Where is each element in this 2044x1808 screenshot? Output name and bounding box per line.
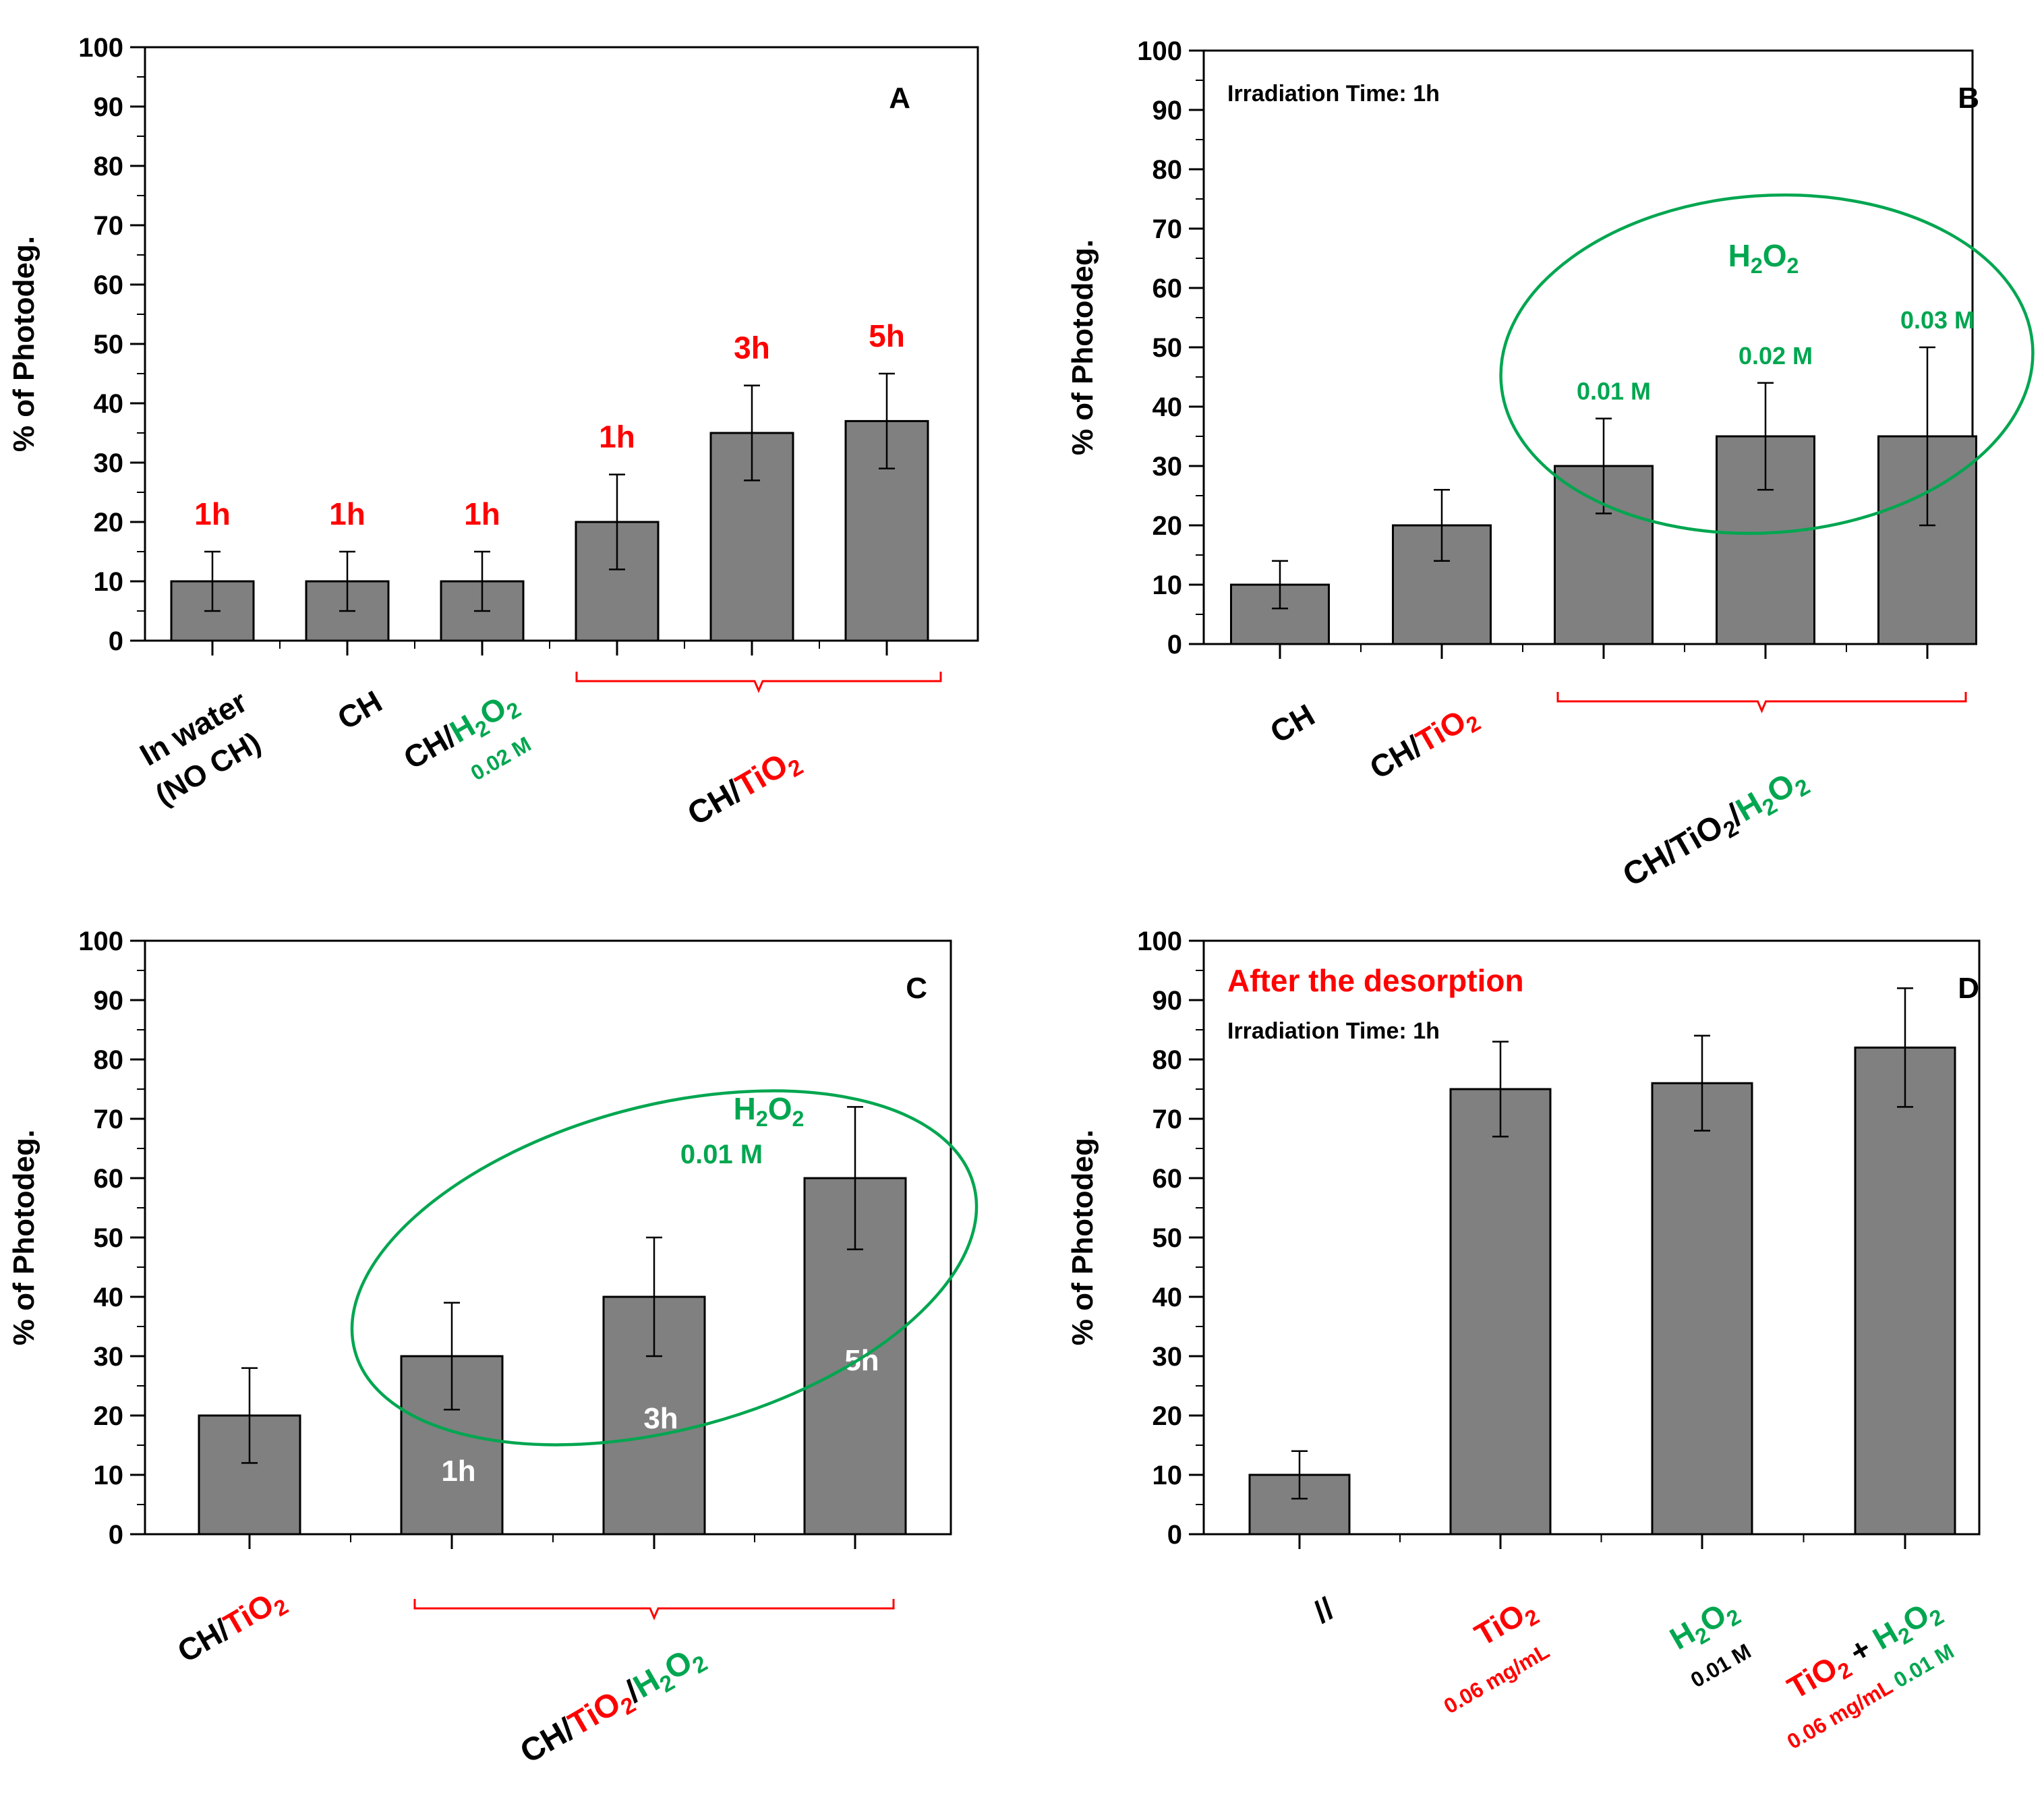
bar-label: 0.02 M [1739, 342, 1813, 370]
y-tick-label: 30 [94, 448, 124, 478]
y-tick-label: 80 [1152, 155, 1183, 185]
category-sublabel: 0.06 mg/mL [1440, 1639, 1554, 1718]
y-tick-label: 30 [94, 1342, 124, 1372]
y-tick-label: 10 [1152, 1461, 1183, 1490]
bar-label: 1h [329, 496, 366, 531]
bar-label: 3h [734, 330, 770, 366]
y-tick-label: 40 [94, 389, 124, 419]
category-label: CH [1264, 697, 1320, 750]
y-axis-label: % of Photodeg. [1066, 1130, 1099, 1345]
irradiation-note: Irradiation Time: 1h [1227, 1018, 1440, 1044]
y-tick-label: 50 [1152, 333, 1183, 363]
y-tick-label: 70 [94, 1105, 124, 1134]
panel-letter: A [889, 82, 910, 115]
bar-label: 5h [869, 318, 905, 353]
category-label: CH [331, 684, 388, 736]
bar-label: 0.03 M [1900, 306, 1975, 334]
y-tick-label: 20 [1152, 1401, 1183, 1431]
ellipse-sublabel: 0.01 M [680, 1140, 763, 1169]
h2o2-ellipse [350, 1089, 979, 1447]
panel-b: 0 10 20 30 40 50 60 70 80 90 100 % of Photodeg. B Irr… [1066, 36, 2035, 898]
y-tick-label: 50 [1152, 1223, 1183, 1253]
y-tick-label: 30 [1152, 1342, 1183, 1372]
group-brace [575, 672, 942, 693]
bar-label: 1h [599, 419, 635, 455]
bar-label: 1h [441, 1455, 475, 1488]
panel-title: After the desorption [1227, 963, 1524, 998]
bar-label: 0.01 M [1577, 378, 1651, 405]
y-tick-label: 0 [109, 626, 123, 656]
y-tick-label: 70 [1152, 214, 1183, 244]
y-tick-label: 50 [94, 330, 124, 359]
ellipse-label: H2O2 [734, 1091, 805, 1131]
y-tick-label: 70 [1152, 1105, 1183, 1134]
panel-letter: B [1958, 82, 1979, 115]
group-label: CH/TiO2/H2O2 [1617, 761, 1815, 898]
irradiation-note: Irradiation Time: 1h [1227, 81, 1440, 107]
y-tick-label: 100 [1137, 927, 1182, 956]
y-tick-label: 70 [94, 211, 124, 241]
y-tick-label: 60 [94, 270, 124, 300]
y-tick-label: 20 [94, 1401, 124, 1431]
group-label: CH/TiO2/H2O2 [515, 1637, 712, 1775]
panel-c: 0 10 20 30 40 50 60 70 80 90 100 % of Photodeg. C 1h 3… [7, 927, 979, 1775]
ellipse-label: H2O2 [1728, 238, 1799, 278]
panel-a: 0 10 20 30 40 50 60 70 80 90 100 % of Photodeg. A 1h 1… [7, 33, 979, 838]
category-label: // [1308, 1591, 1340, 1630]
panel-letter: C [906, 972, 927, 1005]
bar-label: 1h [194, 496, 231, 531]
bar [1854, 1046, 1956, 1536]
y-tick-label: 90 [1152, 986, 1183, 1016]
y-tick-label: 40 [94, 1283, 124, 1312]
y-tick-label: 0 [109, 1520, 123, 1550]
y-tick-label: 20 [94, 508, 124, 537]
bar-label: 1h [464, 496, 500, 531]
y-tick-label: 60 [94, 1164, 124, 1194]
y-tick-label: 90 [94, 92, 124, 122]
y-tick-label: 10 [94, 567, 124, 597]
group-brace [1556, 692, 1967, 713]
y-tick-label: 40 [1152, 1283, 1183, 1312]
y-tick-label: 40 [1152, 392, 1183, 422]
y-tick-label: 0 [1167, 1520, 1182, 1550]
y-tick-label: 0 [1167, 630, 1182, 660]
y-tick-label: 100 [78, 927, 123, 956]
category-label: CH/TiO2 [1364, 697, 1484, 790]
panel-letter: D [1958, 972, 1979, 1005]
y-tick-label: 80 [94, 1045, 124, 1075]
y-tick-label: 100 [78, 33, 123, 63]
bar [1449, 1088, 1552, 1536]
y-tick-label: 10 [1152, 571, 1183, 600]
y-tick-label: 90 [1152, 96, 1183, 125]
y-axis-label: % of Photodeg. [7, 236, 40, 452]
y-axis-label: % of Photodeg. [1066, 239, 1099, 455]
y-tick-label: 100 [1137, 36, 1182, 66]
y-tick-label: 80 [1152, 1045, 1183, 1075]
y-tick-label: 10 [94, 1461, 124, 1490]
y-tick-label: 90 [94, 986, 124, 1016]
panel-d: 0 10 20 30 40 50 60 70 80 90 100 % of Photodeg. D Aft… [1066, 927, 1981, 1754]
group-label: CH/TiO2 [682, 741, 808, 838]
y-tick-label: 50 [94, 1223, 124, 1253]
group-brace [413, 1599, 895, 1621]
y-tick-label: 20 [1152, 511, 1183, 541]
category-label: CH/TiO2 [171, 1581, 292, 1674]
y-axis-label: % of Photodeg. [7, 1130, 40, 1345]
y-tick-label: 60 [1152, 1164, 1183, 1194]
y-tick-label: 60 [1152, 274, 1183, 303]
h2o2-ellipse [1499, 193, 2035, 535]
y-tick-label: 30 [1152, 452, 1183, 482]
bar-label: 3h [643, 1402, 678, 1435]
y-tick-label: 80 [94, 152, 124, 181]
bar [1651, 1082, 1753, 1536]
